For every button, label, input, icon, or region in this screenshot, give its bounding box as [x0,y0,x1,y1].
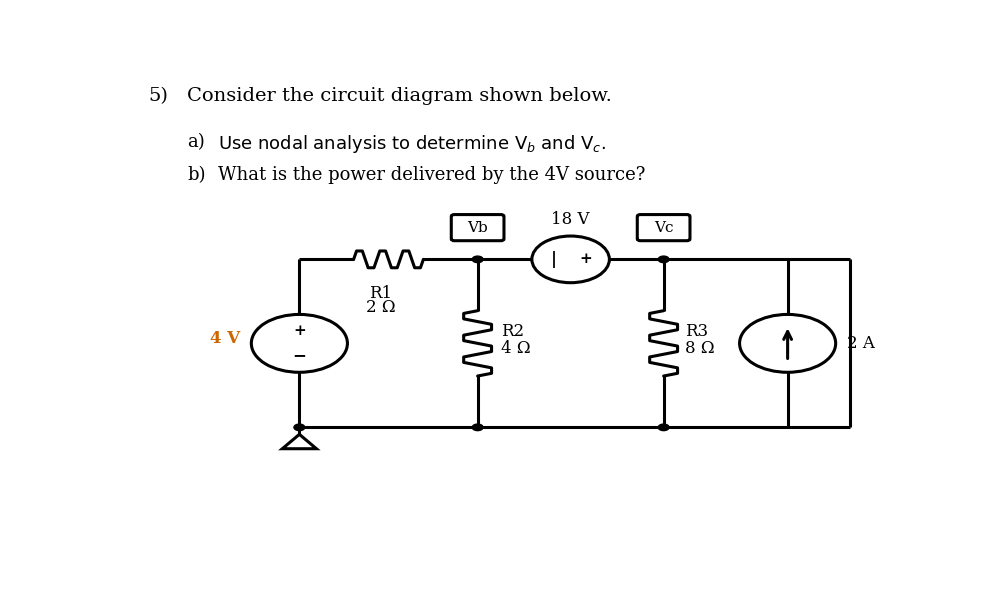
Text: Vc: Vc [654,221,673,235]
Circle shape [472,256,483,262]
Text: R1: R1 [369,285,392,302]
Text: R2: R2 [501,323,524,340]
Text: b): b) [187,166,206,184]
Text: +: + [293,324,306,338]
Circle shape [658,424,669,431]
Circle shape [658,256,669,262]
Text: Consider the circuit diagram shown below.: Consider the circuit diagram shown below… [187,87,612,105]
Text: +: + [579,252,592,267]
Text: 5): 5) [148,87,168,105]
Text: Use nodal analysis to determine V$_b$ and V$_c$.: Use nodal analysis to determine V$_b$ an… [218,133,606,155]
Circle shape [294,424,305,431]
Text: R3: R3 [685,323,708,340]
Text: 2 Ω: 2 Ω [366,299,396,316]
FancyBboxPatch shape [637,215,690,241]
Text: 18 V: 18 V [551,211,590,228]
FancyBboxPatch shape [451,215,504,241]
Text: What is the power delivered by the 4V source?: What is the power delivered by the 4V so… [218,166,645,184]
Text: |: | [551,251,557,268]
Text: 8 Ω: 8 Ω [685,339,715,356]
Text: 4 V: 4 V [210,330,240,347]
Text: Vb: Vb [467,221,488,235]
Circle shape [472,424,483,431]
Text: −: − [292,347,306,364]
Text: 4 Ω: 4 Ω [501,339,530,356]
Text: 2 A: 2 A [847,335,875,352]
Text: a): a) [187,133,205,152]
